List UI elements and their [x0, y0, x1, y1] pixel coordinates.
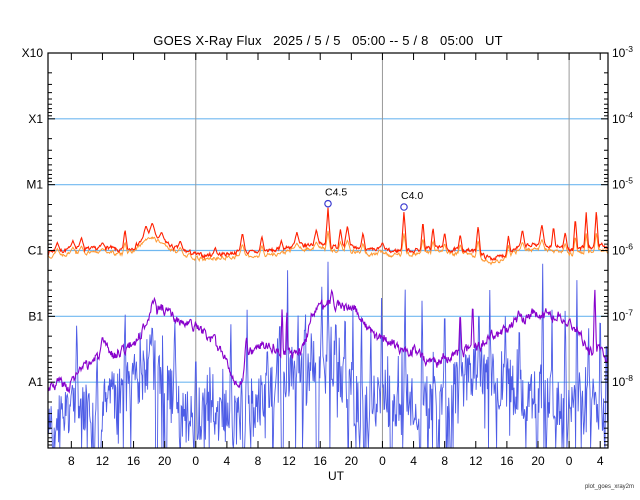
- hour-tick-label: 12: [469, 454, 483, 468]
- hour-tick-label: 0: [192, 454, 199, 468]
- hour-tick-label: 12: [96, 454, 110, 468]
- hour-tick-label: 8: [68, 454, 75, 468]
- flare-label: C4.0: [401, 190, 423, 202]
- hour-tick-label: 20: [158, 454, 172, 468]
- flux-class-label: M1: [26, 178, 43, 192]
- chart-title: GOES X-Ray Flux 2025 / 5 / 5 05:00 -- 5 …: [153, 33, 503, 48]
- hour-tick-label: 8: [255, 454, 262, 468]
- hour-tick-label: 16: [314, 454, 328, 468]
- xray-long-secondary-line: [48, 230, 608, 266]
- hour-tick-label: 20: [531, 454, 545, 468]
- flux-series: [48, 207, 608, 449]
- x-axis-title: UT: [328, 469, 345, 483]
- flare-marker-circle: [400, 203, 408, 211]
- hour-tick-label: 4: [597, 454, 604, 468]
- hour-tick-label: 4: [224, 454, 231, 468]
- xray-short-primary-line: [48, 288, 608, 394]
- flux-class-label: X10: [22, 46, 44, 60]
- hour-tick-label: 0: [379, 454, 386, 468]
- flux-class-label: B1: [28, 309, 43, 323]
- flare-label: C4.5: [325, 187, 347, 199]
- flux-class-label: C1: [28, 244, 44, 258]
- flux-power-label: 10-6: [612, 242, 633, 258]
- flux-power-label: 10-4: [612, 110, 633, 126]
- hour-tick-label: 4: [410, 454, 417, 468]
- x-axis-labels: 8 12 16 20 0 4 8 12 16 20 0 4 8 12 16 20 0 4 UT: [68, 454, 604, 483]
- hour-tick-label: 12: [282, 454, 296, 468]
- xray-short-secondary-line: [48, 261, 608, 449]
- flux-class-label: A1: [28, 375, 43, 389]
- flux-power-label: 10-7: [612, 307, 633, 323]
- hour-tick-label: 8: [441, 454, 448, 468]
- y-axis-right-labels: 10-310-410-510-610-710-8: [612, 44, 633, 389]
- hour-tick-label: 16: [500, 454, 514, 468]
- flux-power-label: 10-5: [612, 176, 633, 192]
- hour-tick-label: 0: [566, 454, 573, 468]
- flux-power-label: 10-8: [612, 373, 633, 389]
- flare-marker-circle: [324, 199, 332, 208]
- xray-long-primary-line: [48, 207, 608, 262]
- flare-annotations: C4.5 C4.0: [324, 187, 423, 211]
- hour-tick-label: 16: [127, 454, 141, 468]
- axis-ticks: [48, 53, 608, 448]
- watermark-label: plot_goes_xray2m: [584, 484, 634, 490]
- horizontal-gridlines: [48, 118, 608, 383]
- flux-class-label: X1: [28, 112, 43, 126]
- hour-tick-label: 20: [345, 454, 359, 468]
- y-axis-left-labels: X10 X1 M1 C1 B1 A1: [22, 46, 44, 389]
